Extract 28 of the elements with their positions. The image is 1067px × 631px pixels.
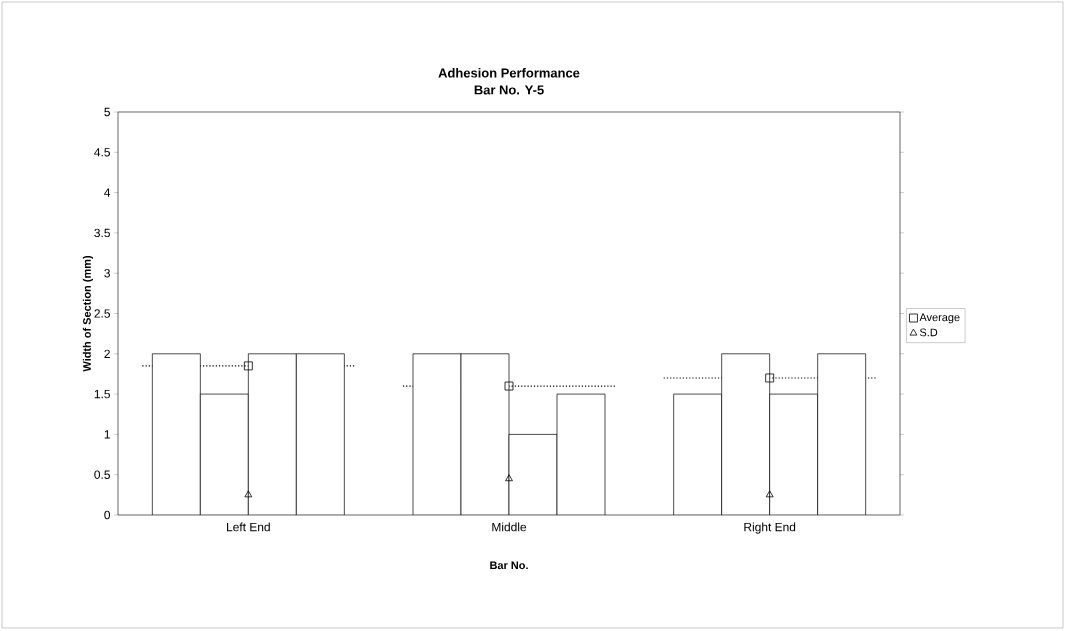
x-tick-label: Left End bbox=[227, 522, 270, 532]
legend-label: S.D bbox=[919, 328, 938, 337]
y-tick-label: 2.5 bbox=[94, 309, 110, 318]
y-tick-label: 2 bbox=[104, 349, 110, 358]
x-axis-title: Bar No. bbox=[490, 561, 528, 570]
point bbox=[765, 490, 774, 498]
y-tick-label: 0 bbox=[104, 510, 111, 520]
y-tick-label: 3 bbox=[104, 268, 110, 278]
y-axis-title: Width of Section (mm) bbox=[82, 255, 94, 372]
x-tick-label: Middle bbox=[492, 522, 527, 532]
chart-title: Adhesion Performance bbox=[438, 68, 580, 78]
y-tick-label: 0.5 bbox=[94, 470, 110, 479]
y-tick-label: 5 bbox=[104, 107, 110, 117]
y-tick-label: 4.5 bbox=[94, 148, 110, 157]
bar bbox=[460, 353, 510, 515]
y-tick-label: 4 bbox=[104, 188, 111, 197]
y-tick-label: 1 bbox=[104, 430, 110, 439]
point bbox=[244, 490, 253, 498]
point bbox=[505, 474, 513, 482]
point bbox=[504, 381, 514, 391]
point bbox=[765, 373, 775, 383]
legend-label: Average bbox=[919, 313, 960, 324]
y-tick-label: 3.5 bbox=[94, 228, 110, 238]
point bbox=[243, 361, 253, 371]
bar bbox=[508, 434, 558, 515]
chart-subtitle: Bar No. Y-5 bbox=[474, 85, 544, 95]
y-tick-label: 1.5 bbox=[94, 389, 110, 399]
x-tick-label: Right End bbox=[744, 522, 796, 534]
